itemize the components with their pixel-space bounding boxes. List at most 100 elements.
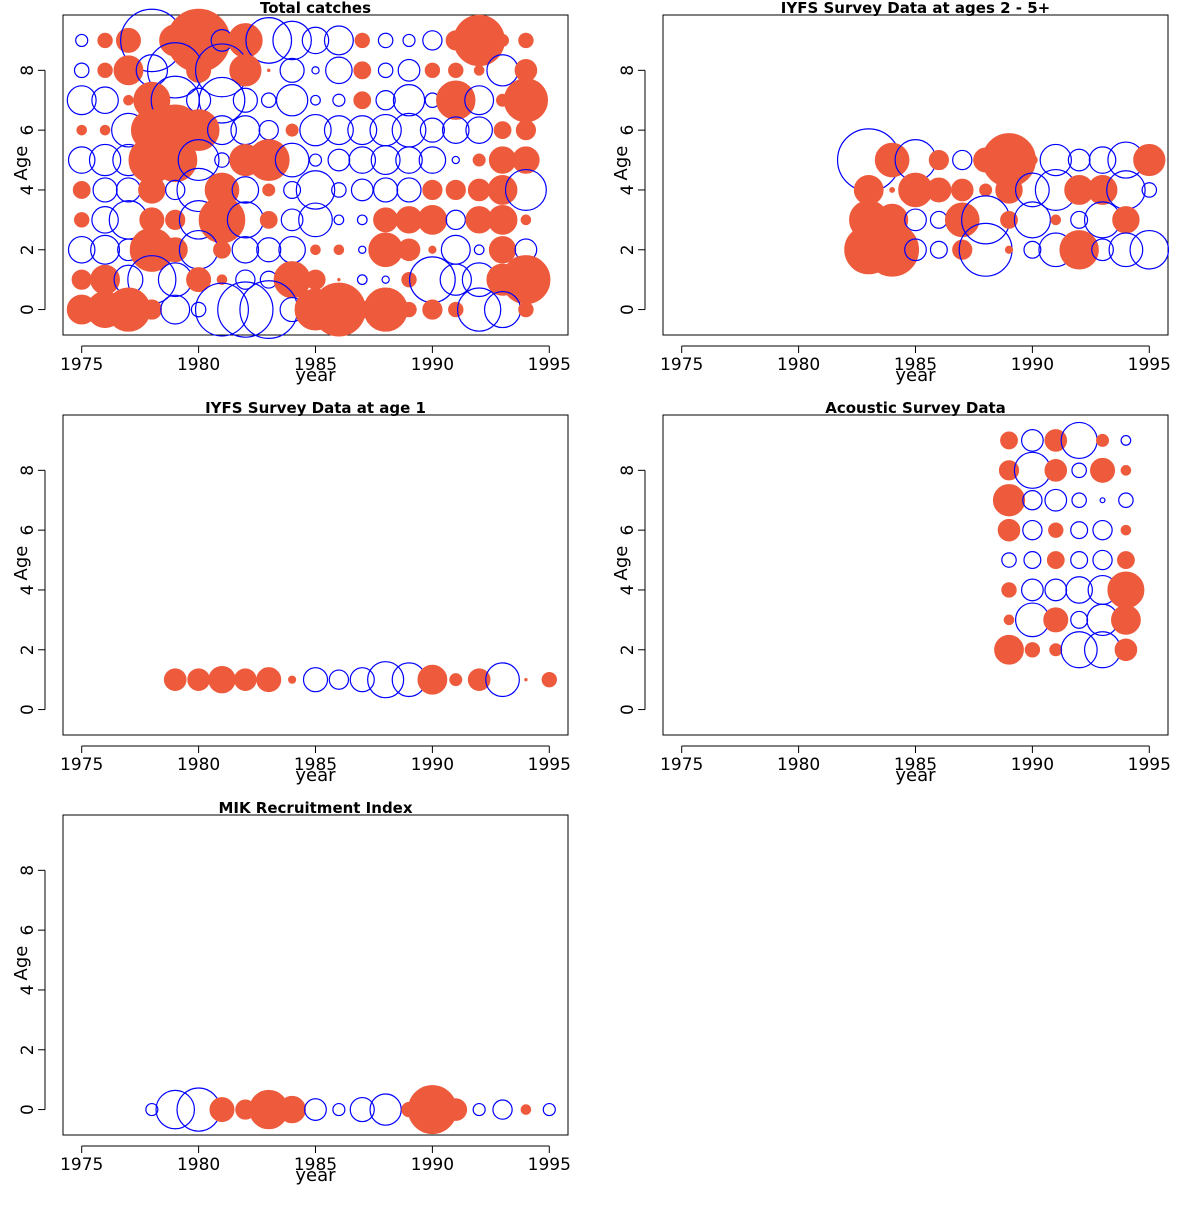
bubble-positive [487, 204, 518, 235]
bubble-negative [1065, 576, 1093, 604]
bubble-positive [256, 667, 282, 693]
bubble-positive [187, 668, 210, 691]
bubble-positive [541, 671, 557, 688]
bubble-negative [75, 33, 89, 48]
bubble-positive [448, 301, 464, 318]
bubble-negative [349, 667, 375, 693]
plot-frame [662, 14, 1169, 336]
x-tick-label: 1980 [177, 1155, 220, 1175]
bubble-positive [373, 207, 399, 233]
y-tick-label: 0 [618, 304, 638, 315]
y-tick-label: 4 [618, 585, 638, 596]
bubble-positive [926, 177, 952, 203]
y-tick-label: 8 [18, 465, 38, 476]
y-tick-label: 6 [18, 925, 38, 936]
bubble-positive [1114, 638, 1138, 662]
bubble-positive [422, 179, 443, 201]
bubble-positive [71, 269, 92, 290]
bubble-negative [66, 85, 97, 116]
bubble-negative [377, 32, 394, 49]
bubble-negative [73, 62, 90, 79]
bubble-negative [91, 86, 119, 115]
panel-title: Total catches [260, 0, 371, 17]
bubble-positive [515, 120, 537, 141]
bubble-positive [1050, 214, 1062, 226]
bubble-positive [337, 277, 341, 282]
bubble-negative [88, 143, 122, 177]
bubble-positive [524, 677, 528, 682]
bubble-positive [501, 255, 551, 305]
panel-2: IYFS Survey Data at ages 2 - 5+ 1975 1980 1… [611, 0, 1171, 386]
bubble-positive [467, 668, 491, 691]
x-tick-label: 1990 [1011, 755, 1054, 775]
bubble-positive [262, 183, 276, 197]
x-tick-label: 1985 [894, 755, 937, 775]
panel-5: MIK Recruitment Index 1975 1980 1985 1990 199… [11, 799, 571, 1186]
bubble-positive [278, 1095, 306, 1124]
bubble-negative [91, 206, 119, 234]
bubble-negative [155, 1089, 196, 1130]
bubble-negative [367, 661, 405, 699]
bubble-positive [285, 123, 299, 137]
bubble-positive [288, 675, 297, 684]
bubble-positive [518, 301, 534, 318]
y-tick-label: 2 [618, 644, 638, 655]
bubble-negative [483, 290, 522, 329]
bubble-negative [1088, 146, 1117, 174]
bubble-positive [417, 664, 448, 695]
bubble-positive [213, 240, 231, 259]
bubble-positive [305, 269, 326, 290]
bubble-negative [308, 153, 323, 167]
x-axis-title: year [895, 365, 936, 386]
bubble-negative [1020, 578, 1044, 602]
bubble-positive [1001, 582, 1017, 598]
x-tick-label: 1985 [294, 1155, 337, 1175]
bubble-positive [186, 267, 212, 293]
bubble-negative [1044, 488, 1068, 512]
bubble-positive [995, 176, 1023, 204]
x-tick-label: 1980 [777, 355, 820, 375]
y-tick-label: 2 [18, 244, 38, 255]
bubble-negative [1044, 578, 1068, 602]
bubble-negative [1020, 429, 1044, 452]
y-tick-label: 8 [618, 65, 638, 76]
bubble-positive [163, 668, 187, 691]
bubble-negative [323, 25, 354, 56]
bubble-positive [944, 202, 980, 238]
bubble-negative [230, 115, 261, 146]
bubble-positive [428, 245, 437, 254]
x-tick-label: 1990 [1011, 355, 1054, 375]
bubble-negative [198, 76, 246, 124]
bubble-positive [424, 62, 441, 79]
bubble-positive [512, 146, 540, 174]
bubble-negative [418, 146, 447, 174]
bubble-positive [1112, 206, 1140, 234]
bubble-positive [99, 124, 111, 136]
bubble-negative [402, 33, 416, 48]
bubble-positive [952, 239, 973, 260]
bubble-negative [194, 282, 249, 337]
bubble-negative [1023, 551, 1042, 570]
bubble-positive [472, 153, 486, 167]
bubble-positive [216, 274, 228, 285]
bubble-positive [259, 210, 278, 229]
bubble-positive [353, 61, 372, 80]
bubble-negative [280, 208, 304, 232]
bubble-negative [298, 202, 333, 238]
bubble-positive [487, 175, 518, 205]
x-tick-label: 1980 [177, 355, 220, 375]
x-tick-label: 1995 [1128, 355, 1171, 375]
bubble-negative [256, 237, 282, 263]
bubble-negative [302, 667, 329, 693]
bubble-negative [1023, 240, 1042, 259]
bubble-positive [449, 673, 463, 687]
bubble-positive [1044, 429, 1068, 452]
bubble-negative [67, 146, 96, 174]
bubble-negative [929, 240, 948, 259]
y-tick-label: 6 [618, 125, 638, 136]
bubble-positive [1133, 143, 1166, 177]
y-tick-label: 4 [18, 985, 38, 996]
bubble-positive [997, 518, 1021, 542]
bubble-negative [1001, 552, 1017, 568]
x-tick-label: 1990 [411, 355, 454, 375]
